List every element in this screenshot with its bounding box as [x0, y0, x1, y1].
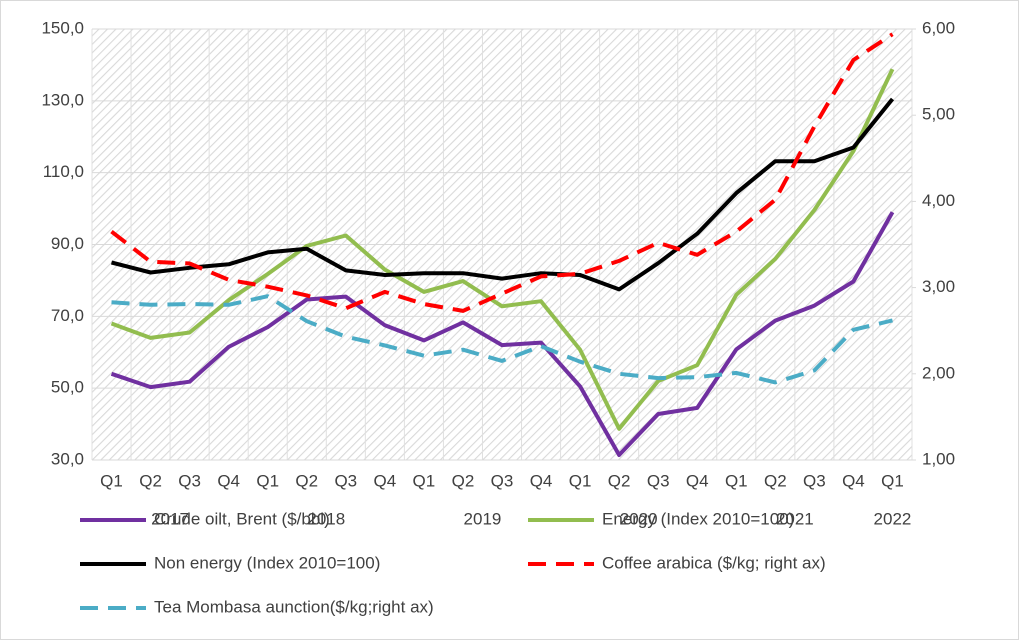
y2-tick-label: 2,00: [922, 363, 955, 382]
series-line: [111, 97, 895, 292]
x-tick-label: Q4: [530, 471, 553, 490]
x-tick-label: Q3: [334, 471, 357, 490]
x-tick-label: Q1: [569, 471, 592, 490]
x-tick-label: Q2: [139, 471, 162, 490]
x-tick-label: Q1: [413, 471, 436, 490]
x-tick-label: Q3: [491, 471, 514, 490]
x-tick-label: Q2: [764, 471, 787, 490]
y2-tick-label: 6,00: [922, 18, 955, 37]
year-label: 2019: [464, 509, 502, 528]
x-tick-label: Q2: [295, 471, 318, 490]
series-line: [110, 32, 894, 313]
year-label: 2017: [151, 509, 189, 528]
y-tick-label: 110,0: [43, 162, 84, 181]
y-tick-label: 130,0: [41, 90, 84, 109]
x-tick-label: Q1: [881, 471, 904, 490]
x-tick-label: Q2: [608, 471, 631, 490]
year-label: 2018: [307, 509, 345, 528]
year-label: 2021: [776, 509, 814, 528]
legend-label: Coffee arabica ($/kg; right ax): [602, 553, 826, 572]
legend-label: Energy (Index 2010=100): [602, 509, 794, 528]
year-label: 2022: [874, 509, 912, 528]
series-line: [111, 294, 893, 385]
x-tick-label: Q4: [842, 471, 865, 490]
y-tick-label: 70,0: [51, 306, 84, 325]
series-line: [110, 68, 895, 431]
y-tick-label: 50,0: [51, 378, 84, 397]
y2-tick-label: 3,00: [922, 277, 955, 296]
x-tick-label: Q3: [803, 471, 826, 490]
y-tick-label: 150,0: [41, 18, 84, 37]
x-tick-label: Q2: [452, 471, 475, 490]
series-line: [110, 211, 895, 457]
y-tick-label: 90,0: [51, 234, 84, 253]
x-tick-label: Q4: [374, 471, 397, 490]
x-tick-label: Q1: [725, 471, 748, 490]
x-tick-label: Q3: [178, 471, 201, 490]
x-tick-label: Q4: [217, 471, 240, 490]
legend-label: Tea Mombasa aunction($/kg;right ax): [154, 597, 434, 616]
y-tick-label: 30,0: [51, 449, 84, 468]
x-tick-label: Q4: [686, 471, 709, 490]
legend-label: Crude oilt, Brent ($/bbl): [154, 509, 330, 528]
y2-tick-label: 1,00: [922, 449, 955, 468]
legend-label: Non energy (Index 2010=100): [154, 553, 380, 572]
y2-tick-label: 4,00: [922, 191, 955, 210]
x-tick-label: Q3: [647, 471, 670, 490]
x-tick-label: Q1: [256, 471, 279, 490]
year-label: 2020: [620, 509, 658, 528]
y2-tick-label: 5,00: [922, 105, 955, 124]
x-tick-label: Q1: [100, 471, 123, 490]
